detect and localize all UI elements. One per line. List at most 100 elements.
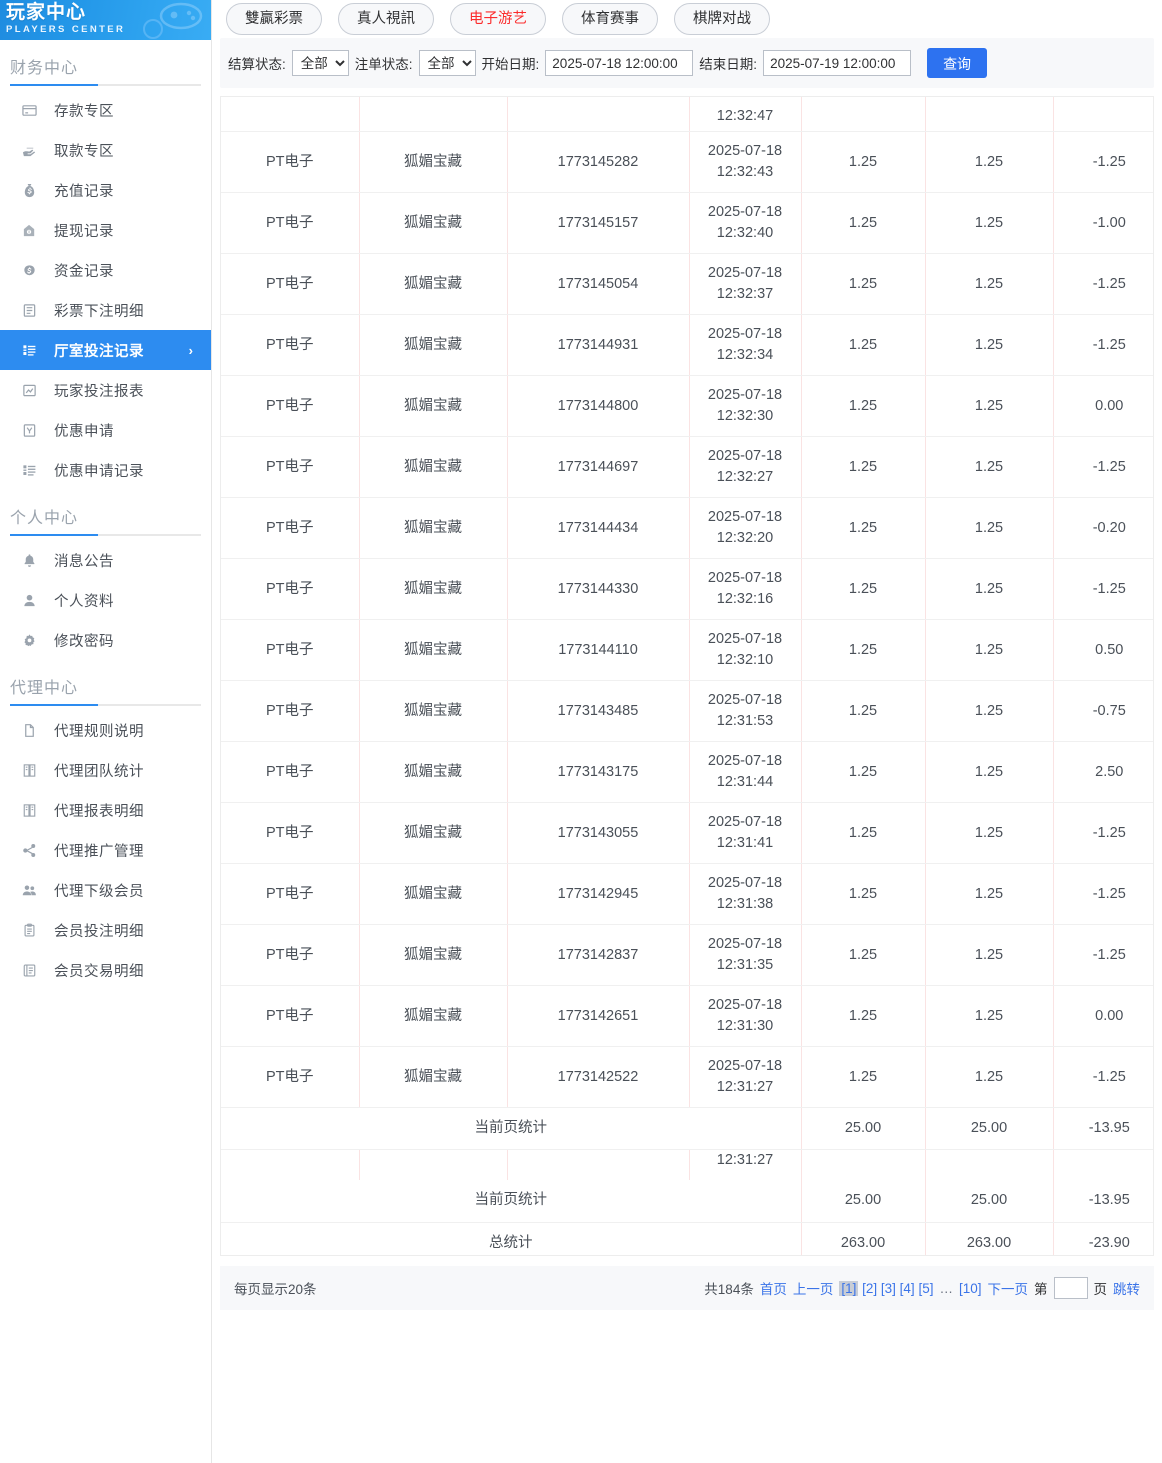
cell-game-text: 狐媚宝藏 <box>404 641 462 658</box>
table-row[interactable]: PT电子 狐媚宝藏 1773145157 2025-07-18 12:32:40 1.25… <box>221 192 1153 254</box>
table-row[interactable]: PT电子 狐媚宝藏 1773144800 2025-07-18 12:32:30 1.25… <box>221 375 1153 437</box>
sidebar-item-1-10[interactable]: 优惠申请记录 <box>0 450 211 490</box>
cell-platform: PT电子 <box>221 863 360 925</box>
cell-profit-text: 0.00 <box>1095 1007 1124 1024</box>
cell-game: 狐媚宝藏 <box>359 131 508 193</box>
sidebar-item-2-1[interactable]: 消息公告 <box>0 540 211 580</box>
sidebar-item-3-5[interactable]: 代理下级会员 <box>0 870 211 910</box>
sidebar-item-1-7[interactable]: 厅室投注记录 › <box>0 330 211 370</box>
cell-valid-amount: 1.25 <box>925 741 1054 803</box>
cell-profit-text: -0.20 <box>1092 519 1126 536</box>
table-row[interactable]: PT电子 狐媚宝藏 1773144330 2025-07-18 12:32:16 1.25… <box>221 558 1153 620</box>
table-row[interactable]: PT电子 狐媚宝藏 1773144931 2025-07-18 12:32:34 1.25… <box>221 314 1153 376</box>
sidebar-item-1-9[interactable]: 优惠申请 <box>0 410 211 450</box>
cell-time: 2025-07-18 12:32:43 <box>689 131 802 193</box>
cell-order-id-text: 1773142945 <box>557 885 639 902</box>
cell-time: 2025-07-18 12:32:27 <box>689 436 802 498</box>
page-link-2[interactable]: [2] <box>862 1280 878 1296</box>
cell-bet-amount-text: 1.25 <box>848 702 878 719</box>
cell-platform: PT电子 <box>221 314 360 376</box>
end-date-input[interactable] <box>763 50 912 76</box>
cell-profit-text: -1.00 <box>1092 214 1126 231</box>
cell-profit: -1.25 <box>1053 253 1153 315</box>
settle-status-select[interactable]: 全部 <box>291 50 349 76</box>
cell-valid-amount-text: 1.25 <box>974 336 1004 353</box>
cell-order-id-text: 1773144931 <box>557 336 639 353</box>
table-row[interactable]: PT电子 狐媚宝藏 1773145054 2025-07-18 12:32:37 1.25… <box>221 253 1153 315</box>
page-link-3[interactable]: [3] <box>880 1280 896 1296</box>
cell-bet-amount-text: 1.25 <box>848 946 878 963</box>
bets-table-container[interactable]: 12:32:47 PT电子 狐媚宝藏 1773145282 2025-07-18 12:3… <box>220 96 1154 1256</box>
table-row[interactable]: PT电子 狐媚宝藏 1773144697 2025-07-18 12:32:27 1.25… <box>221 436 1153 498</box>
last-page-link[interactable]: [10] <box>958 1280 982 1296</box>
cell-profit: 0.50 <box>1053 619 1153 681</box>
summary-label-cell: 当前页统计 <box>221 1107 802 1150</box>
sidebar-item-3-2[interactable]: 代理团队统计 <box>0 750 211 790</box>
cell-profit-text: -1.25 <box>1092 336 1126 353</box>
sidebar-item-1-6[interactable]: 彩票下注明细 <box>0 290 211 330</box>
cell-time: 2025-07-18 12:31:53 <box>689 680 802 742</box>
table-row[interactable]: PT电子 狐媚宝藏 1773143485 2025-07-18 12:31:53 1.25… <box>221 680 1153 742</box>
table-row[interactable]: PT电子 狐媚宝藏 1773144434 2025-07-18 12:32:20 1.25… <box>221 497 1153 559</box>
cell-order-id: 1773145282 <box>507 131 690 193</box>
table-row[interactable]: PT电子 狐媚宝藏 1773142651 2025-07-18 12:31:30 1.25… <box>221 985 1153 1047</box>
sidebar-item-label: 代理推广管理 <box>54 843 144 860</box>
cell-platform-text: PT电子 <box>265 1007 314 1024</box>
sidebar-item-1-4[interactable]: 提现记录 <box>0 210 211 250</box>
table-row[interactable]: PT电子 狐媚宝藏 1773145282 2025-07-18 12:32:43 1.25… <box>221 131 1153 193</box>
cell-game: 狐媚宝藏 <box>359 985 508 1047</box>
table-row[interactable]: PT电子 狐媚宝藏 1773142522 2025-07-18 12:31:27 1.25… <box>221 1046 1153 1108</box>
page-link-4[interactable]: [4] <box>899 1280 915 1296</box>
brand-title-cn: 玩家中心 <box>6 2 87 23</box>
table-row[interactable]: PT电子 狐媚宝藏 1773142837 2025-07-18 12:31:35 1.25… <box>221 924 1153 986</box>
jump-button[interactable]: 跳转 <box>1113 1282 1140 1297</box>
query-button[interactable]: 查询 <box>927 48 988 78</box>
category-tab-4[interactable]: 体育赛事 <box>562 3 658 35</box>
cell-order-id-text: 1773145282 <box>557 153 639 170</box>
next-page-link[interactable]: 下一页 <box>987 1282 1029 1297</box>
gamepad-decoration-icon <box>143 2 203 39</box>
order-status-select[interactable]: 全部 <box>418 50 476 76</box>
first-page-link[interactable]: 首页 <box>759 1282 787 1297</box>
category-tab-5[interactable]: 棋牌对战 <box>674 3 770 35</box>
cell-game-text: 狐媚宝藏 <box>404 214 462 231</box>
sidebar-item-3-6[interactable]: 会员投注明细 <box>0 910 211 950</box>
sidebar-item-3-1[interactable]: 代理规则说明 <box>0 710 211 750</box>
table-row[interactable]: PT电子 狐媚宝藏 1773143175 2025-07-18 12:31:44 1.25… <box>221 741 1153 803</box>
cell-time-text: 12:32:27 <box>716 469 774 485</box>
summary-valid-cell: 263.00 <box>925 1222 1054 1255</box>
category-tab-1[interactable]: 雙贏彩票 <box>226 3 322 35</box>
sidebar-item-1-8[interactable]: 玩家投注报表 <box>0 370 211 410</box>
sidebar-item-2-2[interactable]: 个人资料 <box>0 580 211 620</box>
sidebar-item-3-4[interactable]: 代理推广管理 <box>0 830 211 870</box>
sidebar-item-3-3[interactable]: 代理报表明细 <box>0 790 211 830</box>
cell-bet-amount: 1.25 <box>801 131 926 193</box>
start-date-input[interactable] <box>545 50 694 76</box>
table-row[interactable]: PT电子 狐媚宝藏 1773144110 2025-07-18 12:32:10 1.25… <box>221 619 1153 681</box>
sidebar-item-label: 充值记录 <box>54 183 114 200</box>
cell-platform-text: PT电子 <box>265 885 314 902</box>
cell-profit: 0.00 <box>1053 985 1153 1047</box>
sidebar-item-1-3[interactable]: 充值记录 <box>0 170 211 210</box>
cell-valid-amount: 1.25 <box>925 192 1054 254</box>
clipboard-icon <box>22 923 44 938</box>
cell-time-text: 12:32:40 <box>716 225 774 241</box>
sidebar-item-3-7[interactable]: 会员交易明细 <box>0 950 211 990</box>
category-tab-3[interactable]: 电子游艺 <box>450 3 546 35</box>
prev-page-link[interactable]: 上一页 <box>792 1282 834 1297</box>
jump-page-input[interactable] <box>1053 1277 1088 1299</box>
sidebar-item-2-3[interactable]: 修改密码 <box>0 620 211 660</box>
brand-title-en: PLAYERS CENTER <box>6 24 126 35</box>
sidebar-item-1-2[interactable]: 取款专区 <box>0 130 211 170</box>
page-link-5[interactable]: [5] <box>918 1280 934 1296</box>
table-row[interactable]: PT电子 狐媚宝藏 1773143055 2025-07-18 12:31:41 1.25… <box>221 802 1153 864</box>
page-link-1[interactable]: [1] <box>839 1280 859 1296</box>
sidebar-item-1-5[interactable]: 资金记录 <box>0 250 211 290</box>
sidebar-item-1-1[interactable]: 存款专区 <box>0 90 211 130</box>
cell-profit-text: -1.25 <box>1092 824 1126 841</box>
cell-game: 狐媚宝藏 <box>359 314 508 376</box>
category-tab-2[interactable]: 真人視訊 <box>338 3 434 35</box>
table-row[interactable]: PT电子 狐媚宝藏 1773142945 2025-07-18 12:31:38 1.25… <box>221 863 1153 925</box>
cell-time: 2025-07-18 12:32:40 <box>689 192 802 254</box>
cell-date-text: 2025-07-18 <box>707 875 783 891</box>
